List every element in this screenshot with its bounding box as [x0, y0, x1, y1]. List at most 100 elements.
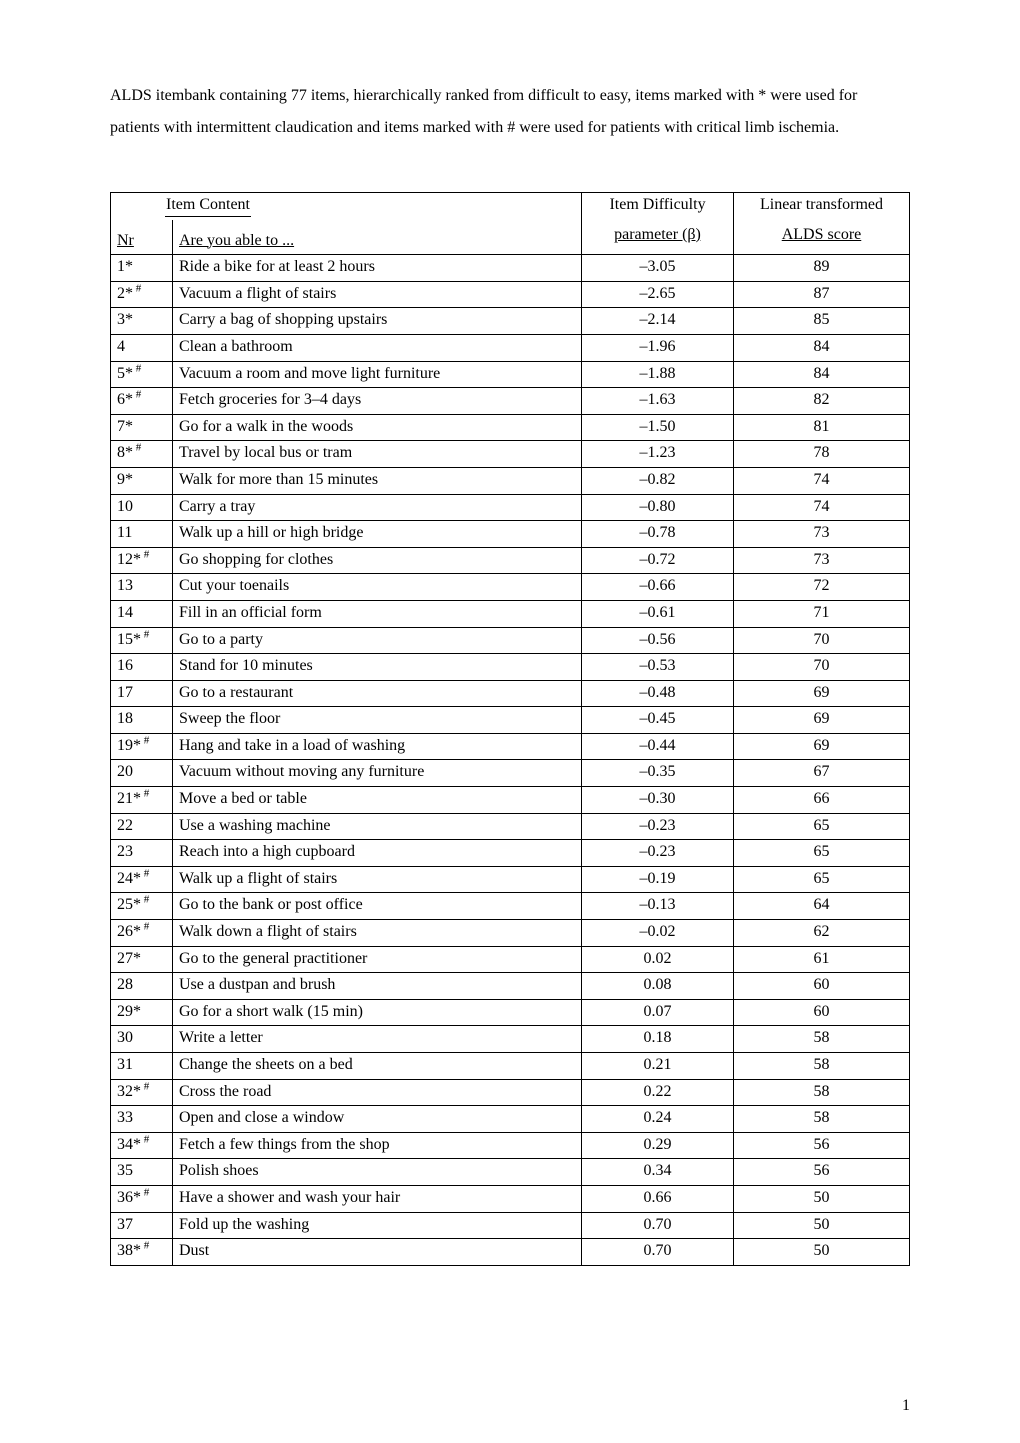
cell-beta: –1.63 — [582, 388, 734, 415]
cell-alds: 69 — [734, 707, 910, 734]
table-row: 19* #Hang and take in a load of washing–… — [111, 733, 910, 760]
cell-nr: 8* # — [111, 441, 173, 468]
cell-alds: 50 — [734, 1212, 910, 1239]
cell-alds: 84 — [734, 361, 910, 388]
cell-nr: 38* # — [111, 1239, 173, 1266]
cell-content: Go to a party — [173, 627, 582, 654]
cell-beta: 0.02 — [582, 946, 734, 973]
cell-content: Move a bed or table — [173, 787, 582, 814]
cell-nr: 4 — [111, 334, 173, 361]
cell-content: Carry a bag of shopping upstairs — [173, 308, 582, 335]
cell-content: Fetch groceries for 3–4 days — [173, 388, 582, 415]
cell-alds: 73 — [734, 521, 910, 548]
cell-nr: 12* # — [111, 547, 173, 574]
table-row: 26* #Walk down a flight of stairs–0.0262 — [111, 920, 910, 947]
cell-beta: 0.07 — [582, 999, 734, 1026]
table-row: 36* #Have a shower and wash your hair0.6… — [111, 1185, 910, 1212]
table-row: 31Change the sheets on a bed0.2158 — [111, 1053, 910, 1080]
cell-nr: 6* # — [111, 388, 173, 415]
page-number: 1 — [902, 1397, 910, 1415]
cell-nr: 19* # — [111, 733, 173, 760]
alds-table: Item Content Item Difficulty parameter (… — [110, 192, 910, 1266]
table-row: 6* #Fetch groceries for 3–4 days–1.6382 — [111, 388, 910, 415]
cell-content: Go to the general practitioner — [173, 946, 582, 973]
cell-beta: –0.82 — [582, 467, 734, 494]
cell-alds: 87 — [734, 281, 910, 308]
cell-content: Walk up a hill or high bridge — [173, 521, 582, 548]
cell-content: Go for a short walk (15 min) — [173, 999, 582, 1026]
cell-content: Vacuum without moving any furniture — [173, 760, 582, 787]
cell-nr: 36* # — [111, 1185, 173, 1212]
table-row: 25* #Go to the bank or post office–0.136… — [111, 893, 910, 920]
cell-alds: 65 — [734, 866, 910, 893]
table-row: 15* #Go to a party–0.5670 — [111, 627, 910, 654]
cell-nr: 25* # — [111, 893, 173, 920]
cell-nr: 37 — [111, 1212, 173, 1239]
cell-beta: –0.45 — [582, 707, 734, 734]
cell-beta: –2.65 — [582, 281, 734, 308]
table-row: 5* #Vacuum a room and move light furnitu… — [111, 361, 910, 388]
cell-nr: 2* # — [111, 281, 173, 308]
header-prompt: Are you able to ... — [173, 220, 582, 255]
cell-nr: 24* # — [111, 866, 173, 893]
cell-alds: 60 — [734, 999, 910, 1026]
cell-content: Sweep the floor — [173, 707, 582, 734]
cell-beta: –1.96 — [582, 334, 734, 361]
cell-content: Fold up the washing — [173, 1212, 582, 1239]
table-row: 14Fill in an official form–0.6171 — [111, 600, 910, 627]
cell-beta: –0.80 — [582, 494, 734, 521]
cell-nr: 18 — [111, 707, 173, 734]
table-header-row-1: Item Content Item Difficulty parameter (… — [111, 193, 910, 220]
cell-content: Use a washing machine — [173, 813, 582, 840]
table-row: 1*Ride a bike for at least 2 hours–3.058… — [111, 255, 910, 282]
table-row: 30Write a letter0.1858 — [111, 1026, 910, 1053]
cell-alds: 64 — [734, 893, 910, 920]
cell-beta: 0.66 — [582, 1185, 734, 1212]
cell-beta: –0.35 — [582, 760, 734, 787]
cell-beta: 0.29 — [582, 1132, 734, 1159]
cell-content: Hang and take in a load of washing — [173, 733, 582, 760]
cell-content: Carry a tray — [173, 494, 582, 521]
cell-content: Fill in an official form — [173, 600, 582, 627]
cell-alds: 56 — [734, 1159, 910, 1186]
cell-alds: 58 — [734, 1106, 910, 1133]
cell-content: Go to a restaurant — [173, 680, 582, 707]
cell-content: Go shopping for clothes — [173, 547, 582, 574]
cell-alds: 56 — [734, 1132, 910, 1159]
cell-alds: 72 — [734, 574, 910, 601]
cell-nr: 11 — [111, 521, 173, 548]
cell-alds: 50 — [734, 1239, 910, 1266]
cell-nr: 10 — [111, 494, 173, 521]
cell-content: Have a shower and wash your hair — [173, 1185, 582, 1212]
cell-content: Go for a walk in the woods — [173, 414, 582, 441]
table-row: 29*Go for a short walk (15 min)0.0760 — [111, 999, 910, 1026]
table-row: 7*Go for a walk in the woods–1.5081 — [111, 414, 910, 441]
table-row: 2* #Vacuum a flight of stairs–2.6587 — [111, 281, 910, 308]
cell-alds: 60 — [734, 973, 910, 1000]
cell-beta: –0.19 — [582, 866, 734, 893]
header-item-content: Item Content — [165, 194, 251, 217]
cell-nr: 22 — [111, 813, 173, 840]
cell-content: Walk down a flight of stairs — [173, 920, 582, 947]
cell-content: Vacuum a room and move light furniture — [173, 361, 582, 388]
cell-content: Change the sheets on a bed — [173, 1053, 582, 1080]
cell-beta: 0.08 — [582, 973, 734, 1000]
cell-alds: 74 — [734, 494, 910, 521]
table-row: 10Carry a tray–0.8074 — [111, 494, 910, 521]
cell-beta: –0.23 — [582, 840, 734, 867]
cell-alds: 82 — [734, 388, 910, 415]
cell-content: Fetch a few things from the shop — [173, 1132, 582, 1159]
cell-alds: 69 — [734, 733, 910, 760]
table-row: 27*Go to the general practitioner0.0261 — [111, 946, 910, 973]
cell-nr: 33 — [111, 1106, 173, 1133]
cell-beta: 0.21 — [582, 1053, 734, 1080]
cell-nr: 16 — [111, 654, 173, 681]
cell-nr: 35 — [111, 1159, 173, 1186]
cell-content: Use a dustpan and brush — [173, 973, 582, 1000]
cell-alds: 71 — [734, 600, 910, 627]
cell-content: Walk for more than 15 minutes — [173, 467, 582, 494]
cell-alds: 58 — [734, 1026, 910, 1053]
table-row: 34* #Fetch a few things from the shop0.2… — [111, 1132, 910, 1159]
table-row: 33Open and close a window0.2458 — [111, 1106, 910, 1133]
cell-beta: –1.50 — [582, 414, 734, 441]
